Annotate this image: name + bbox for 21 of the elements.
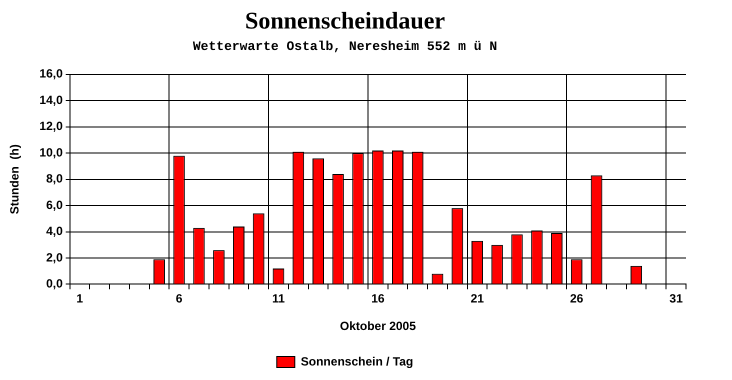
y-tick-label: 6,0: [46, 198, 64, 212]
x-tick-label: 6: [176, 292, 183, 306]
x-tick-label: 26: [570, 292, 584, 306]
x-tick-label: 16: [371, 292, 385, 306]
y-tick-label: 14,0: [39, 92, 64, 107]
chart-subtitle: Wetterwarte Ostalb, Neresheim 552 m ü N: [192, 38, 498, 54]
y-tick-label: 8,0: [46, 172, 64, 186]
y-axis-title: Stunden (h): [8, 144, 22, 214]
x-axis-title: Oktober 2005: [340, 319, 416, 334]
x-tick-label: 11: [272, 292, 286, 306]
chart-title: Sonnenscheindauer: [244, 8, 446, 35]
x-tick-label: 31: [669, 292, 684, 306]
y-tick-label: 16,0: [39, 66, 64, 81]
x-tick-label: 21: [470, 292, 484, 306]
legend-label: Sonnenschein / Tag: [300, 354, 414, 368]
y-tick-label: 4,0: [46, 224, 64, 238]
y-tick-label: 0,0: [46, 276, 64, 291]
y-tick-label: 10,0: [39, 145, 64, 160]
y-tick-label: 2,0: [46, 250, 64, 264]
x-tick-label: 1: [76, 292, 84, 306]
y-tick-label: 12,0: [39, 119, 64, 134]
